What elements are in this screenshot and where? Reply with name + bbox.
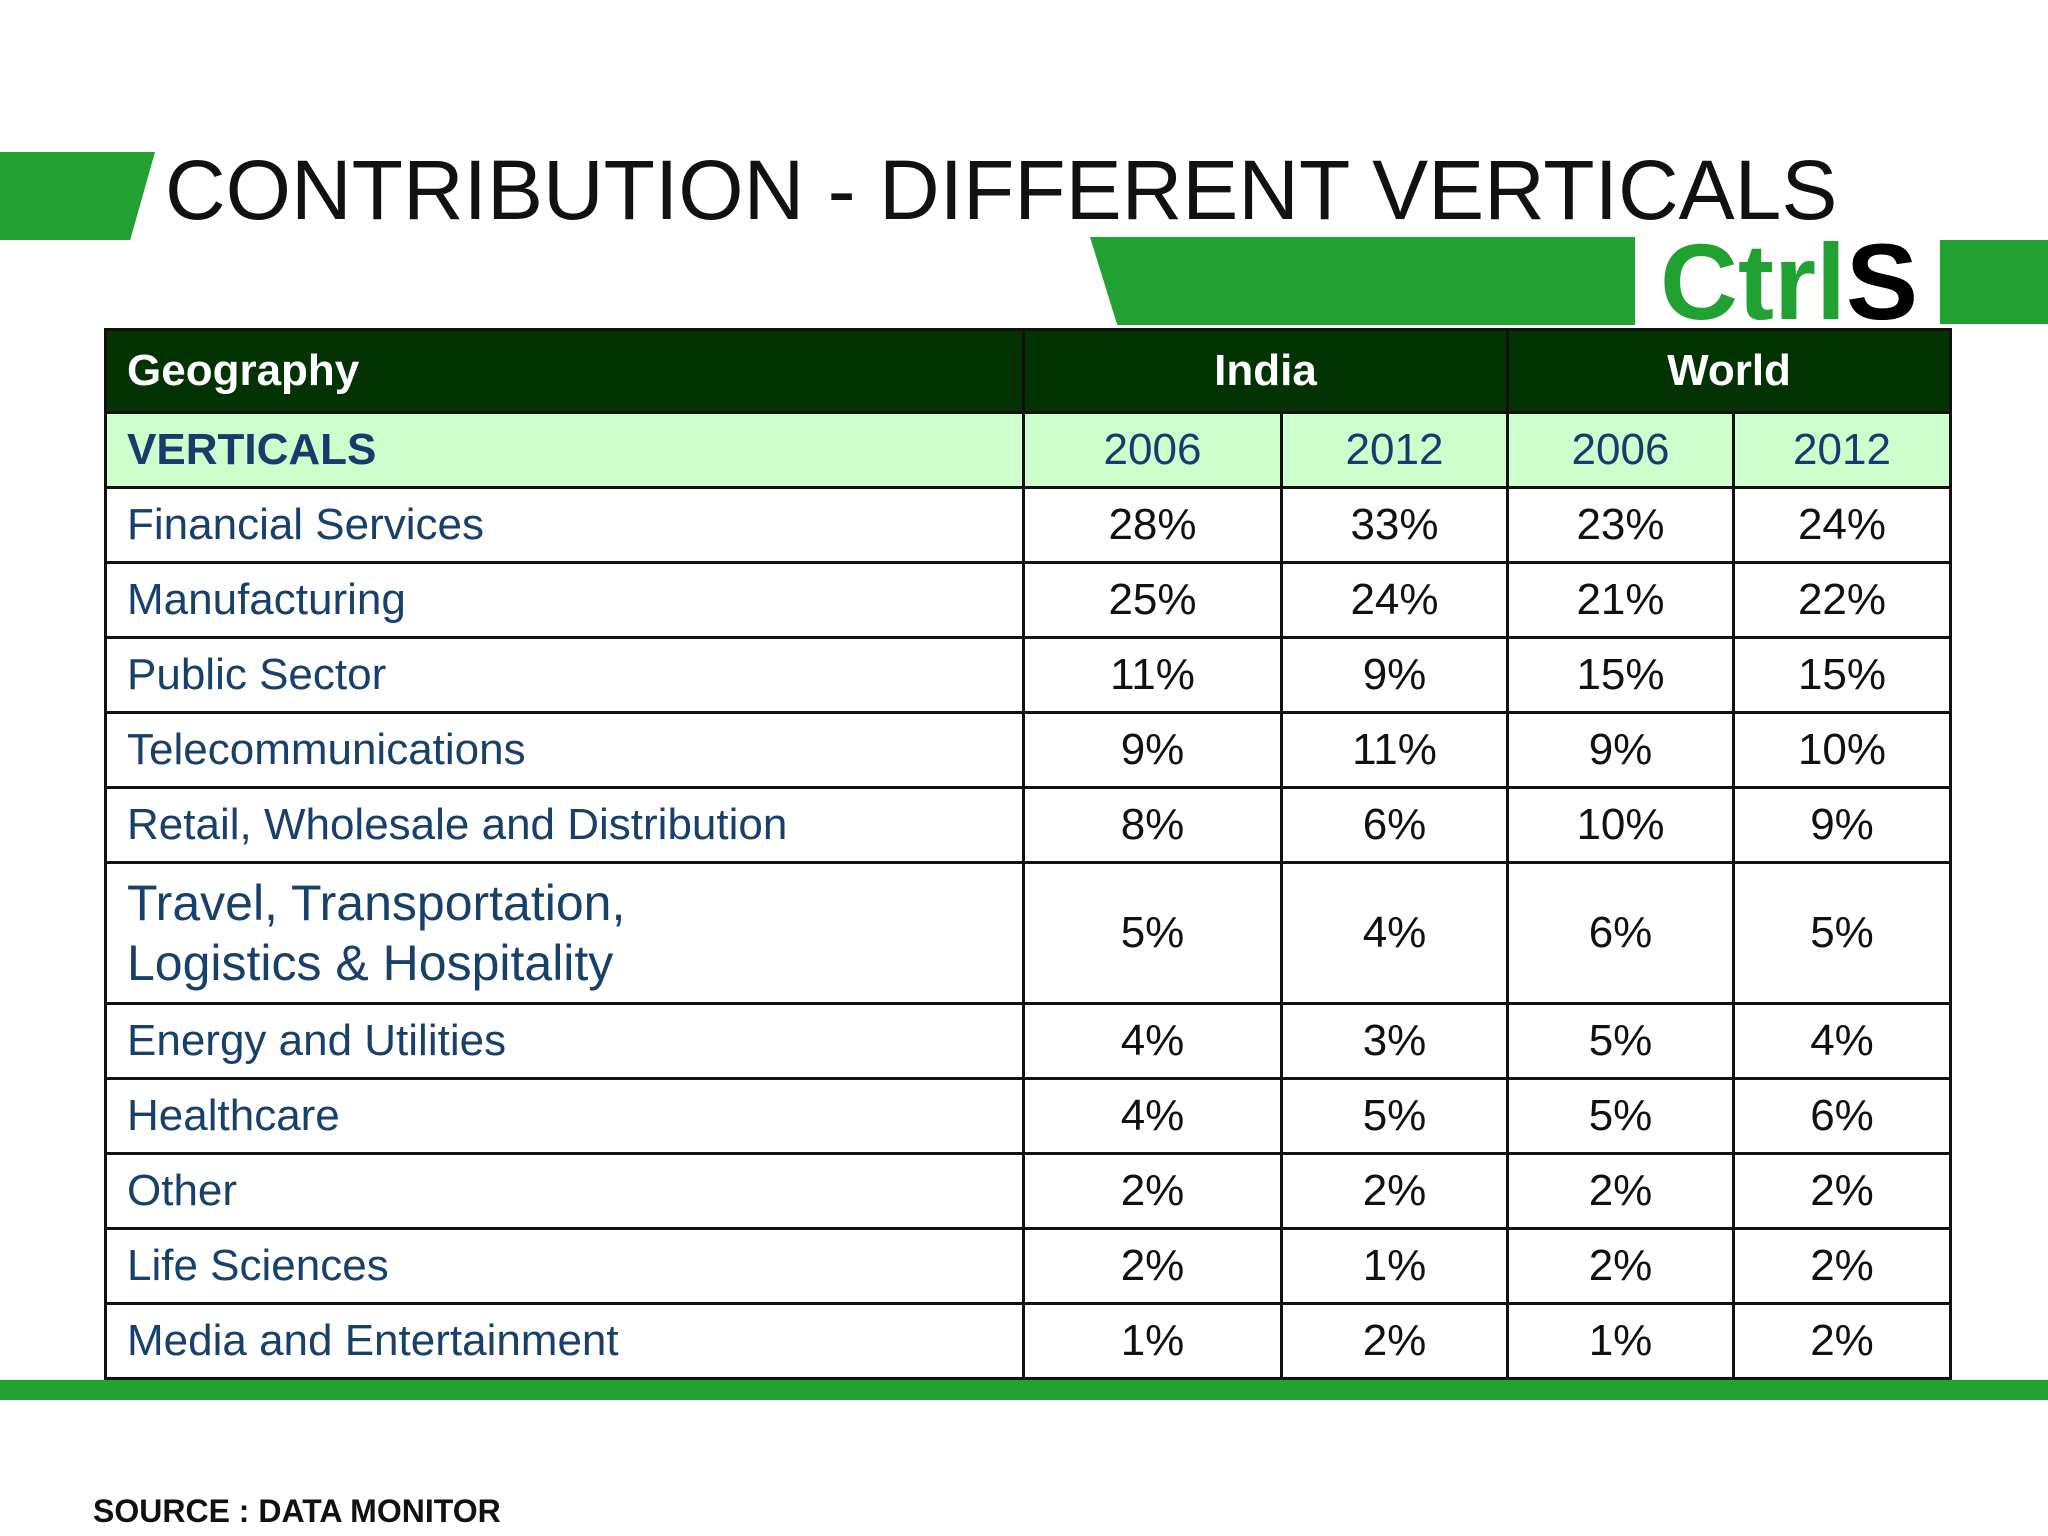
table-row: Retail, Wholesale and Distribution 8% 6%…	[104, 786, 1952, 864]
cell-india-2012: 3%	[1280, 1002, 1509, 1080]
row-label: Other	[104, 1152, 1025, 1230]
cell-world-2012: 2%	[1732, 1152, 1952, 1230]
cell-india-2012: 2%	[1280, 1152, 1509, 1230]
ctrls-logo: CtrlS	[1660, 228, 1918, 336]
cell-india-2006: 4%	[1022, 1002, 1283, 1080]
cell-world-2012: 2%	[1732, 1227, 1952, 1305]
world-header: World	[1506, 328, 1952, 414]
middle-accent-bar	[1090, 237, 1635, 325]
left-accent-bar	[0, 152, 155, 240]
table-row: Healthcare 4% 5% 5% 6%	[104, 1077, 1952, 1155]
year-header-india-2006: 2006	[1022, 411, 1283, 489]
cell-india-2012: 33%	[1280, 486, 1509, 564]
cell-world-2006: 23%	[1506, 486, 1735, 564]
table-row: Other 2% 2% 2% 2%	[104, 1152, 1952, 1230]
row-label: Financial Services	[104, 486, 1025, 564]
table-row: Travel, Transportation, Logistics & Hosp…	[104, 861, 1952, 1005]
cell-india-2006: 4%	[1022, 1077, 1283, 1155]
year-header-world-2012: 2012	[1732, 411, 1952, 489]
cell-india-2006: 5%	[1022, 861, 1283, 1005]
cell-world-2012: 15%	[1732, 636, 1952, 714]
table-row: Energy and Utilities 4% 3% 5% 4%	[104, 1002, 1952, 1080]
cell-india-2006: 25%	[1022, 561, 1283, 639]
row-label: Energy and Utilities	[104, 1002, 1025, 1080]
row-label: Travel, Transportation, Logistics & Hosp…	[104, 861, 1025, 1005]
table-row: Telecommunications 9% 11% 9% 10%	[104, 711, 1952, 789]
verticals-header: VERTICALS	[104, 411, 1025, 489]
verticals-table: Geography India World VERTICALS 2006 201…	[104, 328, 1952, 1380]
geography-header-row: Geography India World	[104, 328, 1952, 414]
logo-text-ctrl: Ctrl	[1660, 221, 1846, 342]
cell-world-2012: 22%	[1732, 561, 1952, 639]
cell-world-2006: 9%	[1506, 711, 1735, 789]
cell-india-2006: 2%	[1022, 1152, 1283, 1230]
row-label: Healthcare	[104, 1077, 1025, 1155]
slide-title: CONTRIBUTION - DIFFERENT VERTICALS	[165, 143, 1838, 237]
cell-india-2012: 6%	[1280, 786, 1509, 864]
cell-india-2012: 4%	[1280, 861, 1509, 1005]
table-row: Financial Services 28% 33% 23% 24%	[104, 486, 1952, 564]
table-row: Public Sector 11% 9% 15% 15%	[104, 636, 1952, 714]
table-row: Life Sciences 2% 1% 2% 2%	[104, 1227, 1952, 1305]
cell-world-2006: 2%	[1506, 1227, 1735, 1305]
year-header-india-2012: 2012	[1280, 411, 1509, 489]
row-label: Manufacturing	[104, 561, 1025, 639]
row-label: Media and Entertainment	[104, 1302, 1025, 1380]
cell-india-2012: 1%	[1280, 1227, 1509, 1305]
cell-world-2006: 21%	[1506, 561, 1735, 639]
bottom-accent-bar	[0, 1380, 2048, 1400]
cell-india-2006: 8%	[1022, 786, 1283, 864]
cell-world-2006: 5%	[1506, 1077, 1735, 1155]
cell-india-2012: 9%	[1280, 636, 1509, 714]
verticals-header-row: VERTICALS 2006 2012 2006 2012	[104, 411, 1952, 489]
india-header: India	[1022, 328, 1509, 414]
cell-india-2006: 28%	[1022, 486, 1283, 564]
row-label: Public Sector	[104, 636, 1025, 714]
row-label: Retail, Wholesale and Distribution	[104, 786, 1025, 864]
cell-india-2006: 2%	[1022, 1227, 1283, 1305]
cell-india-2006: 1%	[1022, 1302, 1283, 1380]
cell-world-2006: 1%	[1506, 1302, 1735, 1380]
cell-world-2012: 24%	[1732, 486, 1952, 564]
source-note: SOURCE : DATA MONITOR	[93, 1493, 501, 1529]
cell-india-2012: 11%	[1280, 711, 1509, 789]
cell-world-2006: 10%	[1506, 786, 1735, 864]
cell-world-2012: 4%	[1732, 1002, 1952, 1080]
cell-world-2006: 15%	[1506, 636, 1735, 714]
geography-header: Geography	[104, 328, 1025, 414]
row-label: Life Sciences	[104, 1227, 1025, 1305]
cell-world-2006: 5%	[1506, 1002, 1735, 1080]
cell-world-2006: 2%	[1506, 1152, 1735, 1230]
cell-india-2006: 9%	[1022, 711, 1283, 789]
cell-world-2012: 5%	[1732, 861, 1952, 1005]
logo-text-s: S	[1846, 221, 1919, 342]
right-accent-bar	[1940, 240, 2048, 324]
cell-world-2006: 6%	[1506, 861, 1735, 1005]
cell-india-2012: 2%	[1280, 1302, 1509, 1380]
cell-world-2012: 2%	[1732, 1302, 1952, 1380]
cell-world-2012: 9%	[1732, 786, 1952, 864]
year-header-world-2006: 2006	[1506, 411, 1735, 489]
cell-india-2012: 5%	[1280, 1077, 1509, 1155]
row-label: Telecommunications	[104, 711, 1025, 789]
table-row: Manufacturing 25% 24% 21% 22%	[104, 561, 1952, 639]
cell-india-2006: 11%	[1022, 636, 1283, 714]
cell-world-2012: 6%	[1732, 1077, 1952, 1155]
cell-india-2012: 24%	[1280, 561, 1509, 639]
cell-world-2012: 10%	[1732, 711, 1952, 789]
table-row: Media and Entertainment 1% 2% 1% 2%	[104, 1302, 1952, 1380]
